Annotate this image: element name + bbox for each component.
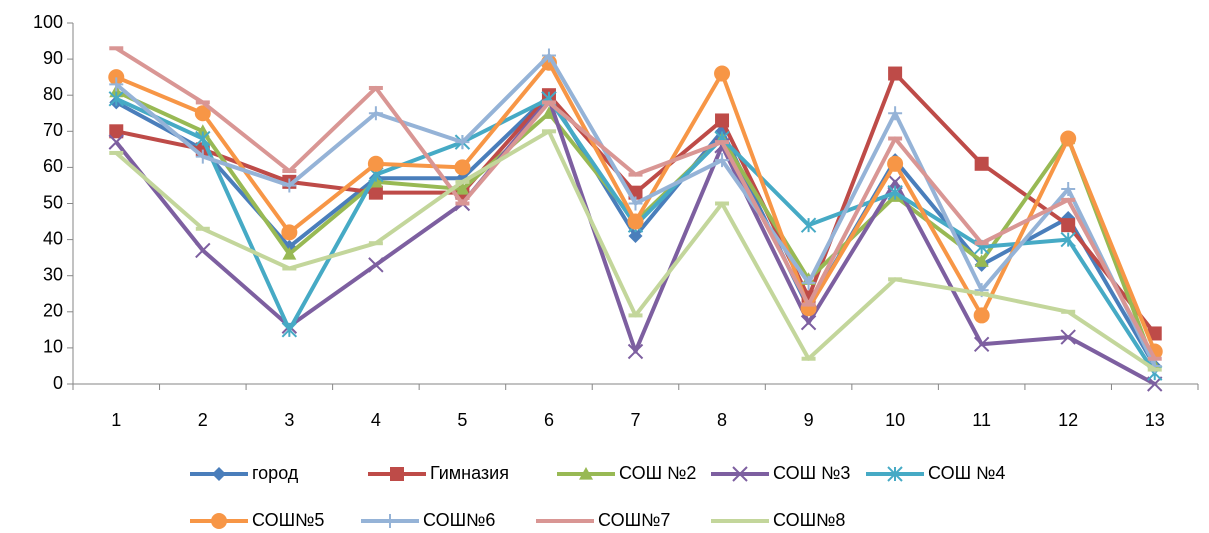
marker [628,228,643,243]
legend-label: СОШ№5 [252,510,324,530]
legend-item: СОШ№5 [190,510,324,530]
marker [628,196,643,211]
marker [367,155,384,172]
marker [454,159,471,176]
x-tick-label: 12 [1058,410,1078,430]
x-tick-label: 10 [885,410,905,430]
x-tick-label: 4 [371,410,381,430]
legend-item: город [190,463,299,483]
legend-label: СОШ№7 [598,510,670,530]
marker [973,336,990,352]
marker [627,213,644,230]
marker [888,106,903,121]
legend-item: СОШ №3 [711,463,850,483]
marker [108,91,124,107]
marker [800,314,817,331]
marker [541,48,556,63]
marker [109,124,124,139]
marker [281,224,298,241]
y-tick-label: 90 [43,48,63,68]
marker [801,275,816,290]
marker [108,134,124,150]
marker [1061,218,1076,233]
x-tick-label: 7 [630,410,640,430]
marker [887,466,903,482]
legend-item: СОШ№8 [711,510,845,530]
marker [194,105,211,122]
marker [455,182,470,195]
y-tick-label: 20 [43,301,63,321]
legend-label: Гимназия [430,463,509,483]
marker [390,467,404,481]
marker [1147,376,1163,392]
legend-label: СОШ№8 [773,510,845,530]
marker [974,156,989,171]
marker [732,466,748,482]
marker [1060,130,1077,147]
legend-item: СОШ№6 [361,510,495,530]
legend-item: СОШ№7 [536,510,670,530]
marker [383,514,397,528]
y-tick-label: 10 [43,337,63,357]
y-tick-label: 40 [43,228,63,248]
marker [195,242,211,259]
x-tick-label: 5 [457,410,467,430]
marker [973,307,990,324]
y-tick-label: 80 [43,84,63,104]
marker [541,106,556,119]
legend-label: СОШ №2 [619,463,696,483]
series-line [114,129,1156,372]
x-tick-label: 9 [804,410,814,430]
x-tick-label: 13 [1145,410,1165,430]
legend-item: Гимназия [368,463,509,483]
marker [887,155,904,172]
marker [211,513,227,529]
legend-label: город [252,463,299,483]
marker [800,217,817,233]
marker [715,153,730,168]
y-tick-label: 30 [43,264,63,284]
marker [1060,231,1076,248]
marker [887,184,903,201]
marker [888,66,903,81]
marker [282,247,297,260]
marker [281,322,298,338]
marker [195,130,211,147]
marker [212,467,226,481]
marker [1061,182,1076,197]
x-tick-label: 3 [284,410,294,430]
marker [887,174,903,190]
legend-item: СОШ №2 [557,463,696,483]
y-tick-label: 100 [33,12,63,32]
marker [1147,326,1162,341]
y-tick-label: 50 [43,192,63,212]
marker [282,178,297,193]
marker [627,343,644,360]
y-tick-label: 0 [53,373,63,393]
marker [1060,329,1076,345]
y-tick-label: 60 [43,156,63,176]
legend-label: СОШ №4 [928,463,1005,483]
marker [714,65,731,82]
marker [455,135,470,150]
marker [715,113,730,128]
legend-label: СОШ№6 [423,510,495,530]
x-tick-label: 11 [972,410,991,430]
marker [368,257,384,273]
x-tick-label: 2 [198,410,208,430]
x-tick-label: 1 [111,410,121,430]
marker [368,185,383,200]
marker [108,69,125,86]
marker [368,106,383,121]
x-tick-label: 6 [544,410,554,430]
y-tick-label: 70 [43,120,63,140]
marker [109,77,124,92]
legend-item: СОШ №4 [866,463,1005,483]
marker [195,149,210,164]
legend-label: СОШ №3 [773,463,850,483]
marker [579,467,593,480]
x-tick-label: 8 [717,410,727,430]
marker [974,254,989,267]
